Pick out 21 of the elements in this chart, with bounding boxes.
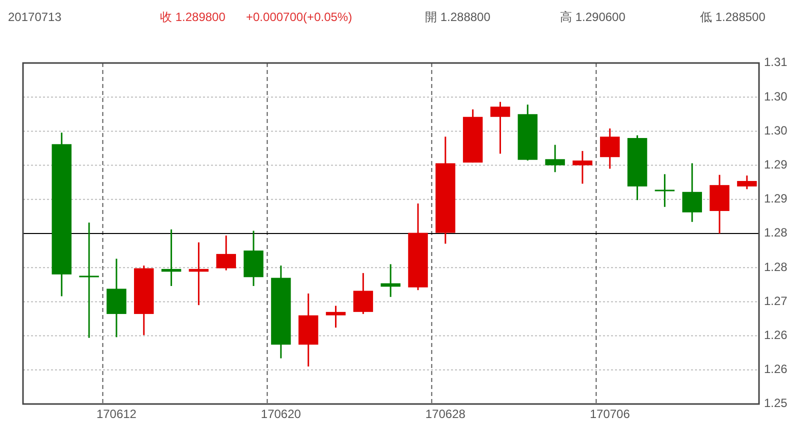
text: 高 1.290600 [560,10,626,24]
y-tick-label: 1.26 [764,328,788,342]
y-tick-label: 1.29 [764,192,788,206]
y-tick-label: 1.28 [764,226,788,240]
text: 開 1.288800 [425,10,491,24]
y-tick-label: 1.26 [764,362,788,376]
y-tick-label: 1.30 [764,123,788,138]
text: 收 1.289800 [160,10,226,24]
y-tick-label: 1.25 [764,396,788,410]
text: 低 1.288500 [700,10,766,24]
y-tick-label: 1.29 [764,157,788,172]
y-tick-label: 1.27 [764,294,788,308]
x-tick-label: 170706 [590,407,630,421]
y-tick-label: 1.31 [764,55,788,70]
text: +0.000700(+0.05%) [246,10,352,24]
x-tick-label: 170612 [96,407,137,421]
x-tick-label: 170628 [425,407,466,421]
y-tick-label: 1.30 [764,89,788,104]
chart-title: 20170713 [8,10,62,24]
y-tick-label: 1.28 [764,260,788,274]
x-tick-label: 170620 [260,407,302,421]
